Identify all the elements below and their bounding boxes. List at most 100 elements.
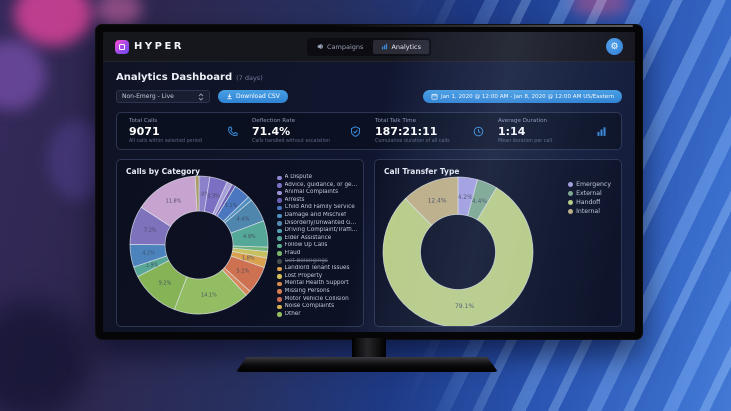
legend-item[interactable]: Child And Family Service <box>277 204 359 212</box>
legend-item[interactable]: Noise Complaints <box>277 303 359 311</box>
legend-dot-icon <box>277 236 282 241</box>
stat-label: Total Talk Time <box>375 118 417 124</box>
donut-segment[interactable] <box>404 176 459 226</box>
legend-item[interactable]: Follow Up Calls <box>277 242 359 250</box>
tv-monitor: HYPER Campaigns Analytics ⚙ Analytics Das… <box>95 24 643 340</box>
legend-item[interactable]: Landlord Tenant Issues <box>277 265 359 273</box>
dashboard-screen: HYPER Campaigns Analytics ⚙ Analytics Das… <box>103 32 635 332</box>
segment-percent-label: 12.4% <box>428 198 447 205</box>
controls-row: Non-Emerg - Live Download CSV <box>116 90 622 103</box>
phone-icon <box>228 125 238 136</box>
calls-by-category-donut[interactable]: 2.0%3.3% 3.1% 4.4% 4.9% 1.8% 5.1% 14.1% 9.2% 1.9… <box>119 170 279 327</box>
download-csv-label: Download CSV <box>236 93 280 100</box>
legend-label: Fraud <box>284 249 301 256</box>
segment-percent-label: 4.2% <box>142 251 155 257</box>
nav-tab-analytics[interactable]: Analytics <box>373 39 429 54</box>
legend-item[interactable]: Internal <box>568 207 611 216</box>
legend-item[interactable]: Driving Complaint/Traffic ... <box>277 227 359 235</box>
bokeh-shadow <box>0 300 90 411</box>
queue-filter-select[interactable]: Non-Emerg - Live <box>116 90 210 103</box>
legend-item[interactable]: Handoff <box>568 198 611 207</box>
legend-label: A Dispute <box>284 174 313 180</box>
legend-item[interactable]: Mental Health Support <box>277 280 359 288</box>
segment-percent-label: 9.2% <box>159 281 172 287</box>
bokeh-light <box>96 0 142 26</box>
calls-by-category-legend: A Dispute Advice, guidance, or gene... Ani… <box>277 174 359 318</box>
legend-item[interactable]: Lost Property <box>277 273 359 281</box>
legend-item[interactable]: Damage and Mischief <box>277 212 359 220</box>
hyper-logo: HYPER <box>115 39 184 54</box>
call-transfer-type-donut[interactable]: 4.2%4.4% 79.1% 12.4% <box>379 174 549 327</box>
segment-percent-label: 7.2% <box>144 228 157 234</box>
legend-item[interactable]: Elder Assistance <box>277 235 359 243</box>
legend-label: Elder Assistance <box>284 234 332 241</box>
legend-dot-icon <box>277 175 282 181</box>
legend-dot-icon <box>277 228 282 234</box>
legend-dot-icon <box>277 304 282 310</box>
brand-name: HYPER <box>134 41 184 52</box>
legend-item[interactable]: Fraud <box>277 250 359 258</box>
legend-item[interactable]: Motor Vehicle Collision <box>277 296 359 304</box>
dashboard-content: Analytics Dashboard (7 days) Non-Emerg -… <box>103 62 635 332</box>
legend-dot-icon <box>568 191 574 196</box>
stat-deflection-rate: Deflection Rate 71.4% Calls handled withou… <box>252 118 375 144</box>
legend-label: Damage and Mischief <box>284 211 347 218</box>
legend-item[interactable]: External <box>568 189 611 198</box>
segment-percent-label: 14.1% <box>201 293 217 299</box>
nav-tab-label: Analytics <box>391 42 421 51</box>
legend-item[interactable]: Other <box>277 311 359 319</box>
date-range-label: Jan 1, 2020 @ 12:00 AM - Jan 8, 2020 @ 1… <box>440 93 614 100</box>
bokeh-light <box>0 40 46 110</box>
charts-row: Calls by Category 2.0% 3.3% 3.1% 4.4% 4.9% 1.… <box>116 159 622 327</box>
title-row: Analytics Dashboard (7 days) <box>116 72 622 83</box>
bar-chart-icon <box>382 43 388 50</box>
legend-label: Handoff <box>576 199 601 206</box>
legend-item[interactable]: Arrests <box>277 197 359 205</box>
legend-item[interactable]: Advice, guidance, or gene... <box>277 182 359 190</box>
nav-tab-campaigns[interactable]: Campaigns <box>309 40 371 54</box>
call-transfer-type-card: Call Transfer Type 4.2% 4.4% 79.1% 12.4% Em… <box>374 159 622 327</box>
legend-dot-icon <box>277 190 282 196</box>
settings-button[interactable]: ⚙ <box>606 38 623 55</box>
donut-segment[interactable] <box>194 175 200 212</box>
segment-percent-label: 11.8% <box>166 198 182 204</box>
legend-dot-icon <box>277 251 282 256</box>
stat-total-calls: Total Calls 9071 All calls within selected… <box>129 118 252 144</box>
segment-percent-label: 5.1% <box>237 269 250 275</box>
legend-label: Driving Complaint/Traffic ... <box>284 227 360 234</box>
stat-total-talk-time: Total Talk Time 187:21:11 Cumulative durat… <box>375 118 498 144</box>
legend-label: Animal Complaints <box>284 189 339 196</box>
legend-item[interactable]: Missing Persons <box>277 288 359 296</box>
page-subtitle: (7 days) <box>236 74 263 82</box>
segment-percent-label: 2.0% <box>197 192 210 198</box>
legend-dot-icon <box>277 205 282 211</box>
legend-item[interactable]: Animal Complaints <box>277 189 359 197</box>
stat-sublabel: Calls handled without escalation <box>252 139 330 144</box>
legend-label: Noise Complaints <box>284 303 335 310</box>
legend-item[interactable]: Emergency <box>568 180 611 189</box>
legend-dot-icon <box>277 243 282 249</box>
date-range-button[interactable]: Jan 1, 2020 @ 12:00 AM - Jan 8, 2020 @ 1… <box>422 90 622 103</box>
legend-dot-icon <box>568 209 574 214</box>
stat-value: 9071 <box>129 125 160 138</box>
legend-item[interactable]: Get Belongings <box>277 258 359 266</box>
calendar-icon <box>431 93 438 100</box>
download-icon <box>227 93 232 100</box>
megaphone-icon <box>317 43 323 50</box>
stat-label: Deflection Rate <box>252 118 296 124</box>
stat-label: Total Calls <box>129 118 158 124</box>
download-csv-button[interactable]: Download CSV <box>218 90 288 103</box>
select-stepper-icon <box>198 92 204 101</box>
stat-value: 71.4% <box>252 125 291 138</box>
legend-label: External <box>576 190 602 197</box>
queue-filter-value: Non-Emerg - Live <box>122 93 174 100</box>
legend-label: Motor Vehicle Collision <box>284 295 349 302</box>
donut-segment[interactable] <box>382 187 534 327</box>
legend-dot-icon <box>277 312 282 317</box>
legend-item[interactable]: Disorderly/Unwanted Guest <box>277 220 359 228</box>
stat-sublabel: Mean duration per call <box>498 139 553 144</box>
legend-label: Child And Family Service <box>284 204 355 211</box>
legend-item[interactable]: A Dispute <box>277 174 359 182</box>
segment-percent-label: 4.4% <box>472 198 488 205</box>
shield-check-icon <box>350 125 361 137</box>
